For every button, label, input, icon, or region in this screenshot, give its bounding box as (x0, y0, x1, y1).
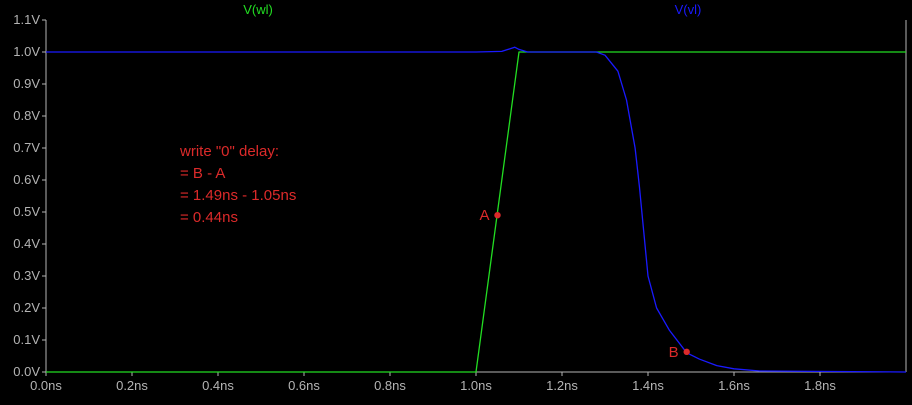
x-tick-label: 1.0ns (460, 378, 492, 393)
y-tick-label: 0.3V (13, 268, 40, 283)
y-tick-label: 0.9V (13, 76, 40, 91)
x-tick-label: 0.4ns (202, 378, 234, 393)
x-tick-label: 0.0ns (30, 378, 62, 393)
x-tick-label: 0.8ns (374, 378, 406, 393)
axes: 0.0V 0.1V 0.2V 0.3V 0.4V 0.5V 0.6V 0.7V 0.8V 0.9V… (13, 12, 907, 393)
y-tick-label: 0.5V (13, 204, 40, 219)
x-tick-label: 1.6ns (718, 378, 750, 393)
annotation-line: = 0.44ns (180, 209, 238, 226)
y-tick-label: 0.7V (13, 140, 40, 155)
legend-label-vwl: V(wl) (243, 2, 273, 17)
annotation-line: = B - A (180, 165, 225, 182)
y-tick-label: 0.1V (13, 332, 40, 347)
x-tick-label: 1.2ns (546, 378, 578, 393)
marker-point-b (683, 348, 690, 356)
series-line-vvl (46, 46, 907, 373)
annotation-line: = 1.49ns - 1.05ns (180, 187, 296, 204)
y-tick-label: 1.1V (13, 12, 40, 27)
legend: V(wl) V(vl) (243, 2, 701, 17)
y-tick-label: 1.0V (13, 44, 40, 59)
y-tick-label: 0.4V (13, 236, 40, 251)
x-tick-label: 1.8ns (804, 378, 836, 393)
annotation-line: write "0" delay: (179, 143, 279, 160)
y-tick-label: 0.0V (13, 364, 40, 379)
x-tick-label: 1.4ns (632, 378, 664, 393)
markers: AB (479, 207, 690, 361)
legend-label-vvl: V(vl) (675, 2, 702, 17)
delay-annotation: write "0" delay: = B - A = 1.49ns - 1.05ns… (179, 143, 296, 226)
marker-label-a: A (479, 207, 489, 224)
y-tick-label: 0.6V (13, 172, 40, 187)
y-tick-label: 0.2V (13, 300, 40, 315)
marker-label-b: B (669, 344, 679, 361)
y-tick-label: 0.8V (13, 108, 40, 123)
x-tick-label: 0.6ns (288, 378, 320, 393)
marker-point-a (494, 212, 501, 219)
x-tick-label: 0.2ns (116, 378, 148, 393)
